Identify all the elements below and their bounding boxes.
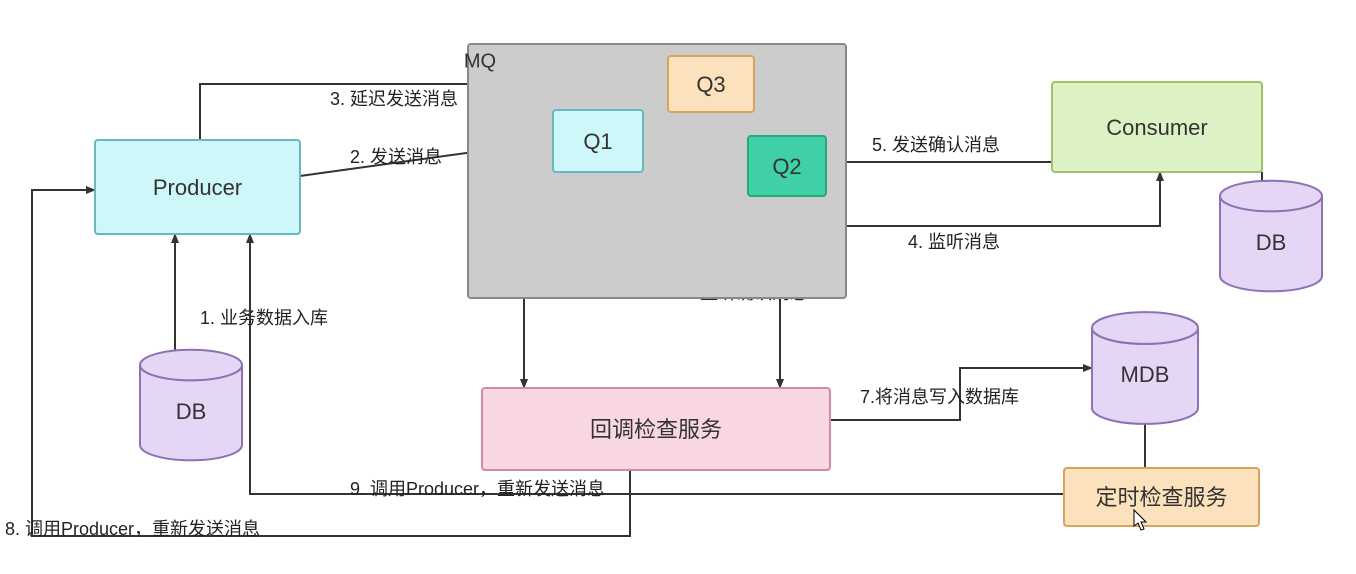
callback_service-node: 回调检查服务 — [482, 388, 830, 470]
nodes-layer: Producer DB MQ Q1 Q2 Q3 Consumer DB 回调检查服务 MDB 定时检… — [95, 44, 1322, 526]
mdb-label: MDB — [1121, 362, 1170, 387]
db_producer-node: DB — [140, 350, 242, 461]
q2-label: Q2 — [772, 154, 801, 179]
edge-e7: 7.将消息写入数据库 — [830, 368, 1092, 420]
edge-e5: 5. 发送确认消息 — [826, 135, 1052, 162]
timed_service-label: 定时检查服务 — [1095, 485, 1227, 510]
consumer-label: Consumer — [1106, 115, 1207, 140]
mq_box-label: MQ — [464, 50, 496, 72]
edge-e9-label: 9. 调用Producer，重新发送消息 — [350, 479, 605, 499]
producer-label: Producer — [153, 175, 242, 200]
flowchart-canvas: 1. 业务数据入库 2. 发送消息 3. 延迟发送消息 4. 监听消息 5. 发送确认消… — [0, 0, 1356, 574]
edge-e7-label: 7.将消息写入数据库 — [860, 387, 1019, 407]
db_consumer-label: DB — [1256, 230, 1287, 255]
edge-e2-label: 2. 发送消息 — [350, 147, 442, 167]
callback_service-label: 回调检查服务 — [590, 417, 722, 442]
q3-label: Q3 — [696, 72, 725, 97]
edge-e8b-label: 8. 调用Producer，重新发送消息 — [5, 519, 260, 539]
q1-node: Q1 — [553, 110, 643, 172]
timed_service-node: 定时检查服务 — [1064, 468, 1259, 526]
edge-e4-label: 4. 监听消息 — [908, 232, 1000, 252]
edge-e5-label: 5. 发送确认消息 — [872, 135, 1000, 155]
mdb-node: MDB — [1092, 312, 1198, 424]
db_producer-label: DB — [176, 399, 207, 424]
q2-node: Q2 — [748, 136, 826, 196]
edge-e1: 1. 业务数据入库 — [175, 234, 328, 365]
q3-node: Q3 — [668, 56, 754, 112]
producer-node: Producer — [95, 140, 300, 234]
edge-e3-label: 3. 延迟发送消息 — [330, 89, 458, 109]
edge-e1-label: 1. 业务数据入库 — [200, 308, 328, 328]
q1-label: Q1 — [583, 129, 612, 154]
consumer-node: Consumer — [1052, 82, 1262, 172]
db_consumer-node: DB — [1220, 181, 1322, 292]
